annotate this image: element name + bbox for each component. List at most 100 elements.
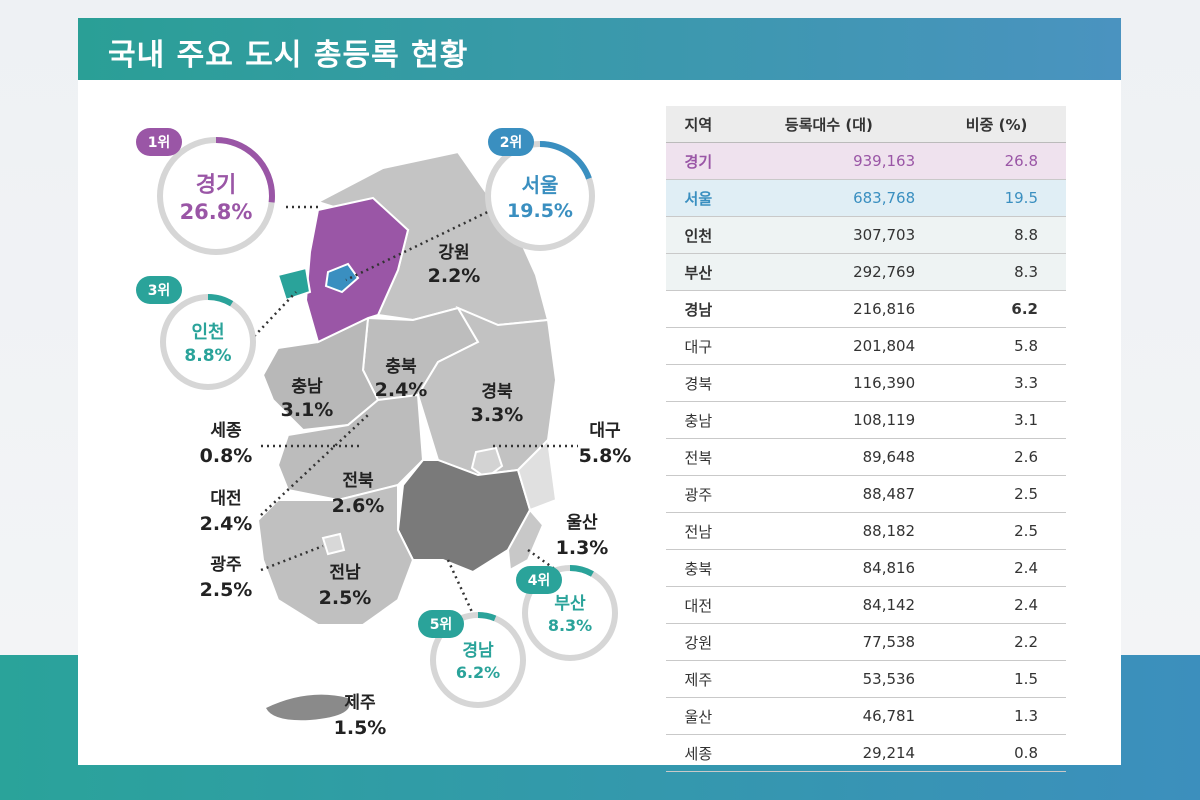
- cell-share: 5.8: [927, 327, 1066, 365]
- region-label-jeju: 제주 1.5%: [334, 693, 387, 739]
- region-busan: [506, 508, 545, 572]
- cell-region: 부산: [666, 253, 731, 291]
- ring-progress: [485, 141, 595, 251]
- cell-region: 전북: [666, 438, 731, 476]
- rank-label: 4위: [528, 573, 551, 589]
- jeonbuk-name: 전북: [342, 471, 374, 491]
- cell-share: 0.8: [927, 734, 1066, 772]
- cell-count: 292,769: [730, 253, 928, 291]
- cell-count: 89,648: [730, 438, 928, 476]
- cell-region: 울산: [666, 697, 731, 735]
- cell-count: 939,163: [730, 142, 928, 180]
- cell-share: 8.3: [927, 253, 1066, 291]
- cell-count: 116,390: [730, 364, 928, 402]
- cell-region: 대전: [666, 586, 731, 624]
- cell-region: 경남: [666, 290, 731, 328]
- cell-region: 제주: [666, 660, 731, 698]
- cell-share: 6.2: [927, 290, 1066, 328]
- infographic-card: 국내 주요 도시 총등록 현황: [78, 18, 1121, 772]
- table-row: 서울 683,768 19.5: [666, 179, 1066, 217]
- rank-name: 인천: [191, 322, 224, 343]
- cell-count: 88,487: [730, 475, 928, 513]
- rank-name: 경남: [462, 641, 494, 661]
- cell-share: 2.5: [927, 512, 1066, 550]
- daegu-pct: 5.8%: [579, 445, 632, 467]
- table-row: 대구 201,804 5.8: [666, 327, 1066, 365]
- gangwon-pct: 2.2%: [428, 265, 481, 287]
- header-region: 지역: [666, 106, 731, 143]
- table-row: 세종 29,214 0.8: [666, 734, 1066, 772]
- page-title: 국내 주요 도시 총등록 현황: [108, 38, 469, 73]
- region-ulsan: [516, 437, 558, 512]
- gyeongbuk-pct: 3.3%: [471, 404, 524, 426]
- rank-label: 2위: [500, 135, 523, 151]
- cell-share: 3.3: [927, 364, 1066, 402]
- cell-region: 충북: [666, 549, 731, 587]
- gyeongbuk-name: 경북: [481, 382, 513, 402]
- region-incheon: [276, 266, 312, 302]
- cell-share: 3.1: [927, 401, 1066, 439]
- region-label-jeonbuk: 전북 2.6%: [332, 471, 385, 517]
- cell-share: 2.6: [927, 438, 1066, 476]
- cell-region: 경기: [666, 142, 731, 180]
- rank-label: 1위: [148, 135, 171, 151]
- rank-badge: 부산 8.3% 4위: [516, 565, 618, 661]
- cell-region: 강원: [666, 623, 731, 661]
- cell-count: 216,816: [730, 290, 928, 328]
- chungnam-pct: 3.1%: [281, 399, 334, 421]
- cell-share: 2.5: [927, 475, 1066, 513]
- table-row: 경기 939,163 26.8: [666, 142, 1066, 180]
- jeonnam-pct: 2.5%: [319, 587, 372, 609]
- rank-badge: 경남 6.2% 5위: [418, 610, 526, 708]
- jeonbuk-pct: 2.6%: [332, 495, 385, 517]
- cell-count: 46,781: [730, 697, 928, 735]
- table-row: 충북 84,816 2.4: [666, 549, 1066, 587]
- cell-region: 충남: [666, 401, 731, 439]
- cell-share: 8.8: [927, 216, 1066, 254]
- cell-count: 84,142: [730, 586, 928, 624]
- rank-pct: 8.8%: [184, 346, 231, 366]
- cell-share: 2.2: [927, 623, 1066, 661]
- cell-count: 53,536: [730, 660, 928, 698]
- rank-pill: [418, 610, 464, 638]
- rank-badge: 인천 8.8% 3위: [136, 276, 256, 390]
- table-row: 울산 46,781 1.3: [666, 697, 1066, 735]
- cell-count: 201,804: [730, 327, 928, 365]
- table-body: 경기 939,163 26.8 서울 683,768 19.5 인천 307,703 8.8 부산…: [666, 142, 1066, 772]
- region-label-chungbuk: 충북 2.4%: [375, 357, 428, 401]
- registration-table: 지역 등록대수 (대) 비중 (%) 경기 939,163 26.8 서울 683,76…: [666, 106, 1066, 772]
- region-label-chungnam: 충남 3.1%: [281, 377, 334, 421]
- cell-region: 광주: [666, 475, 731, 513]
- header-bar: 국내 주요 도시 총등록 현황: [78, 18, 1121, 80]
- rank-pill: [488, 128, 534, 156]
- table-row: 대전 84,142 2.4: [666, 586, 1066, 624]
- sejong-pct: 0.8%: [200, 445, 253, 467]
- region-jeonbuk: [276, 393, 425, 502]
- rank-name: 서울: [522, 173, 559, 197]
- sejong-name: 세종: [210, 421, 242, 441]
- region-label-sejong: 세종 0.8%: [200, 421, 253, 467]
- ring-progress: [160, 294, 256, 390]
- jeju-pct: 1.5%: [334, 717, 387, 739]
- header-count: 등록대수 (대): [730, 106, 928, 143]
- gwangju-pct: 2.5%: [200, 579, 253, 601]
- region-label-gyeongbuk: 경북 3.3%: [471, 382, 524, 426]
- chungnam-name: 충남: [291, 377, 323, 397]
- gangwon-name: 강원: [438, 243, 469, 263]
- table-row: 인천 307,703 8.8: [666, 216, 1066, 254]
- jeju-name: 제주: [344, 693, 376, 713]
- cell-share: 1.5: [927, 660, 1066, 698]
- ring-progress: [157, 137, 275, 255]
- cell-count: 307,703: [730, 216, 928, 254]
- cell-share: 19.5: [927, 179, 1066, 217]
- daegu-name: 대구: [589, 421, 621, 441]
- cell-region: 인천: [666, 216, 731, 254]
- cell-share: 26.8: [927, 142, 1066, 180]
- table-row: 충남 108,119 3.1: [666, 401, 1066, 439]
- region-label-jeonnam: 전남 2.5%: [319, 563, 372, 609]
- region-label-ulsan: 울산 1.3%: [556, 513, 609, 559]
- rank-name: 경기: [196, 173, 236, 198]
- rank-badge: 서울 19.5% 2위: [485, 128, 595, 251]
- header-share: 비중 (%): [927, 106, 1066, 143]
